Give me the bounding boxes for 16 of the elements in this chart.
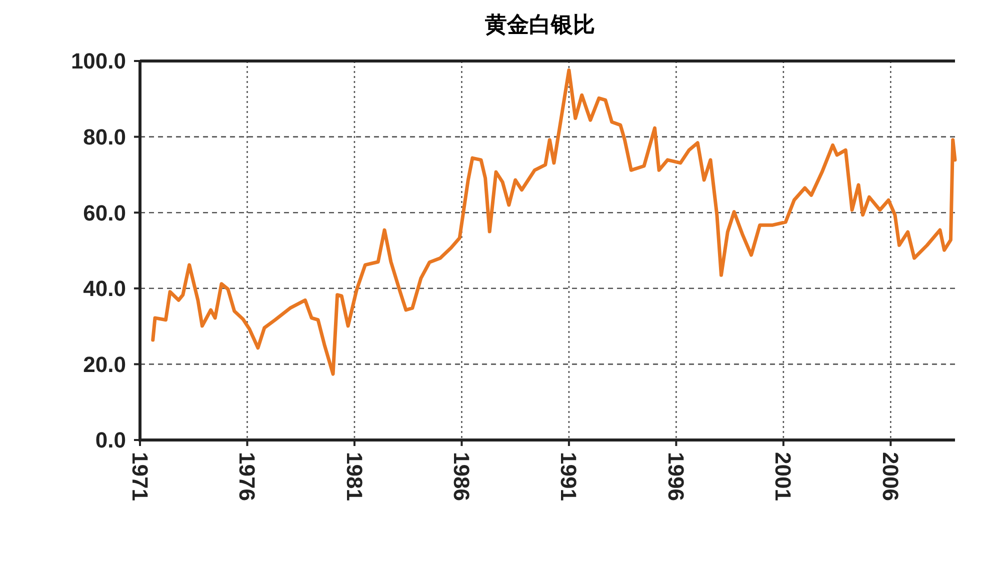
line-series bbox=[151, 68, 957, 376]
y-tick-label: 60.0 bbox=[83, 200, 126, 226]
y-tick-label: 40.0 bbox=[83, 276, 126, 302]
x-tick-label: 1991 bbox=[556, 452, 582, 501]
y-tick-label: 80.0 bbox=[83, 124, 126, 150]
x-tick-label: 1971 bbox=[127, 452, 152, 501]
y-tick-label: 0.0 bbox=[95, 428, 126, 453]
x-tick-label: 2001 bbox=[770, 452, 796, 501]
x-tick-label: 1996 bbox=[663, 452, 688, 501]
x-tick-label: 1981 bbox=[342, 452, 367, 501]
y-tick-label: 100.0 bbox=[70, 48, 126, 74]
x-tick-label: 1986 bbox=[449, 452, 474, 501]
chart-title: 黄金白银比 bbox=[484, 12, 595, 37]
y-tick-label: 20.0 bbox=[83, 352, 126, 377]
x-tick-label: 1976 bbox=[234, 452, 260, 501]
x-tick-label: 2006 bbox=[878, 452, 903, 501]
